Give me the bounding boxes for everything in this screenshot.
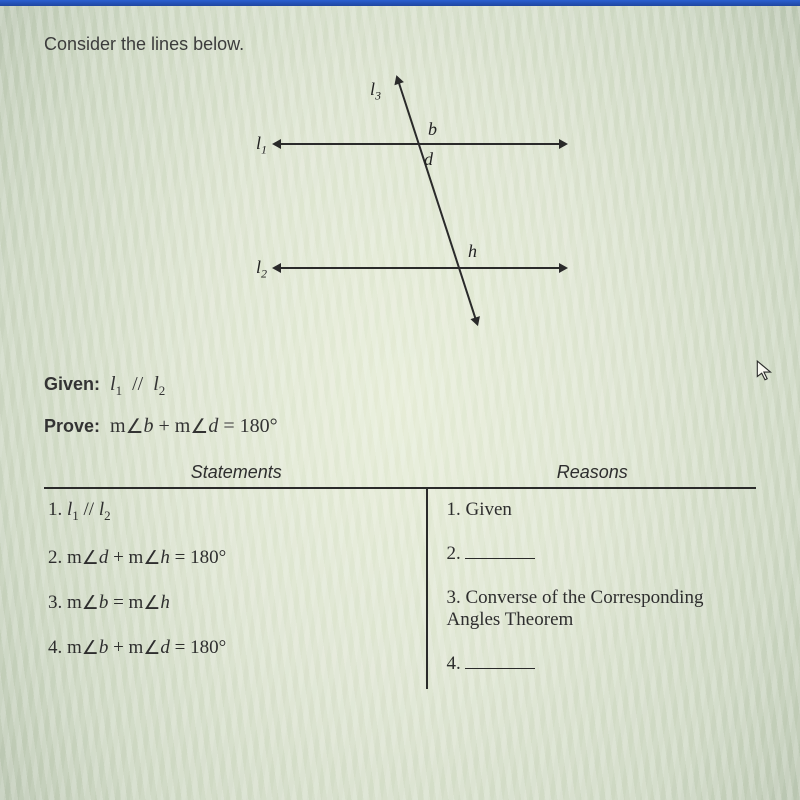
label-l1: l1 bbox=[256, 133, 267, 158]
blank-reason-4 bbox=[465, 655, 535, 669]
prove-label: Prove: bbox=[44, 416, 100, 436]
header-reasons: Reasons bbox=[428, 462, 756, 483]
reason-1: 1. Given bbox=[446, 499, 752, 521]
arrowhead bbox=[272, 263, 281, 273]
arrowhead bbox=[272, 139, 281, 149]
proof-setup: Given: l1 // l2 Prove: m∠b + m∠d = 180° bbox=[44, 373, 756, 438]
given-row: Given: l1 // l2 bbox=[44, 373, 756, 399]
reasons-column: 1. Given 2. 3. Converse of the Correspon… bbox=[428, 489, 756, 689]
prove-row: Prove: m∠b + m∠d = 180° bbox=[44, 413, 756, 438]
column-headers: Statements Reasons bbox=[44, 462, 756, 483]
label-angle-h: h bbox=[468, 241, 477, 262]
header-statements: Statements bbox=[44, 462, 428, 483]
given-label: Given: bbox=[44, 374, 100, 394]
arrowhead bbox=[559, 263, 568, 273]
mouse-cursor-icon bbox=[756, 360, 774, 387]
label-l3: l3 bbox=[370, 79, 381, 104]
blank-reason-2 bbox=[465, 545, 535, 559]
worksheet-page: Consider the lines below. l3 l1 l2 b d h… bbox=[0, 0, 800, 689]
statement-2: 2. m∠d + m∠h = 180° bbox=[48, 546, 412, 569]
label-angle-d: d bbox=[424, 149, 433, 170]
label-l2: l2 bbox=[256, 257, 267, 282]
statement-1: 1. l1 // l2 bbox=[48, 499, 412, 524]
statements-column: 1. l1 // l2 2. m∠d + m∠h = 180° 3. m∠b =… bbox=[44, 489, 428, 689]
transversal-l3 bbox=[396, 77, 478, 325]
label-angle-b: b bbox=[428, 119, 437, 140]
statement-4: 4. m∠b + m∠d = 180° bbox=[48, 636, 412, 659]
arrowhead bbox=[559, 139, 568, 149]
prompt-text: Consider the lines below. bbox=[44, 34, 756, 55]
reason-3: 3. Converse of the Corresponding Angles … bbox=[446, 587, 752, 631]
reason-4[interactable]: 4. bbox=[446, 653, 752, 675]
statement-3: 3. m∠b = m∠h bbox=[48, 591, 412, 614]
parallel-lines-diagram: l3 l1 l2 b d h bbox=[220, 77, 580, 337]
reason-2[interactable]: 2. bbox=[446, 543, 752, 565]
header-rule bbox=[44, 487, 756, 489]
line-l2 bbox=[280, 267, 560, 269]
two-column-proof: Statements Reasons 1. l1 // l2 2. m∠d + … bbox=[44, 462, 756, 689]
